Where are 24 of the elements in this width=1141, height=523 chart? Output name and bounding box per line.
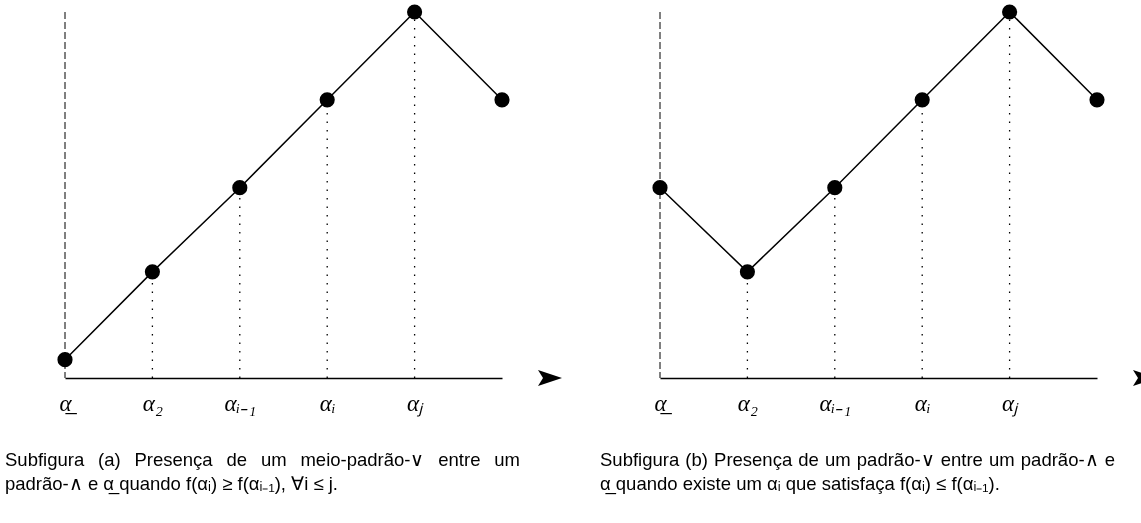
point [232,180,248,196]
point [57,352,73,368]
point [914,92,930,108]
x-tick-label: αᵢ [914,390,931,416]
point [494,92,510,108]
point [827,180,843,196]
point [739,264,755,280]
x-tick-label: αᵢ₋₁ [819,390,852,416]
x-tick-label: α̲ [59,390,78,416]
text: Subfigura (a) Presença de um meio-padrão-∨ entre um padrão-∧ e α̲ quando f(αᵢ) ≥ f(αᵢ₋₁), ∀i ≤ j. [5,448,520,496]
x-tick-label: α₂ [737,390,758,416]
x-tick-label: αⱼ [1002,390,1020,417]
x-tick-label: αⱼ [407,390,425,417]
point [319,92,335,108]
point [407,4,423,20]
point [1002,4,1018,20]
point [1089,92,1105,108]
text: Subfigura (b) Presença de um padrão-∨ entre um padrão-∧ e α̲ quando existe um αᵢ que satisfaça f(αᵢ) ≤ f(αᵢ₋₁). [600,448,1115,496]
point [652,180,668,196]
x-tick-label: α̲ [654,390,673,416]
point [144,264,160,280]
x-tick-label: α₂ [142,390,163,416]
x-tick-label: αᵢ [319,390,336,416]
x-tick-label: αᵢ₋₁ [224,390,257,416]
